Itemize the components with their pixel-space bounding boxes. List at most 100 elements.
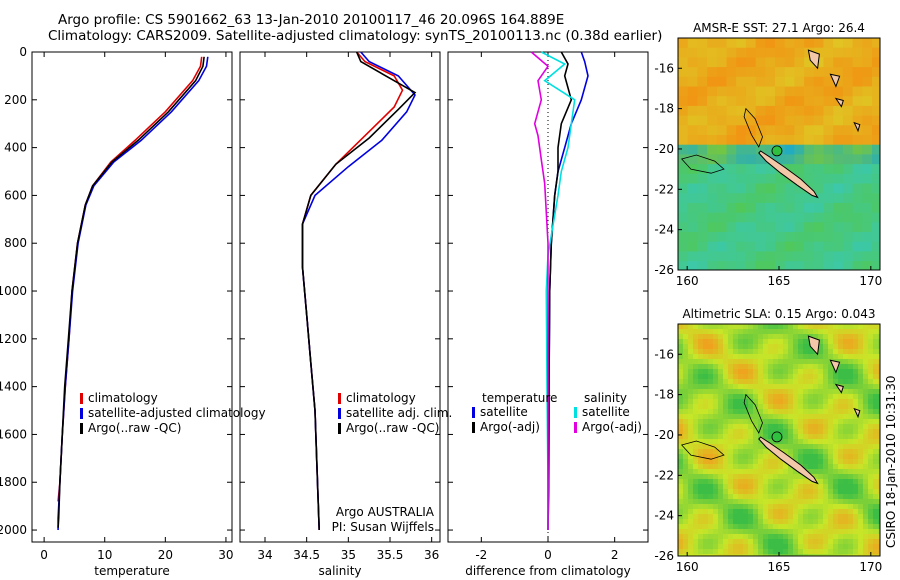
map-cell [828, 419, 834, 425]
map-cell [773, 349, 779, 355]
map-cell [713, 429, 719, 435]
map-cell [678, 474, 684, 480]
map-cell [873, 344, 879, 350]
title-line-2: Climatology: CARS2009. Satellite-adjuste… [48, 28, 663, 44]
map-cell [813, 38, 824, 49]
map-cell [813, 96, 824, 107]
map-cell [788, 334, 794, 340]
legend-title-temperature: temperature [482, 391, 557, 405]
map-cell [838, 419, 844, 425]
map-cell [698, 429, 704, 435]
map-cell [763, 454, 769, 460]
map-cell [783, 339, 789, 345]
map-cell [813, 173, 824, 184]
map-cell [794, 115, 805, 126]
map-cell [783, 359, 789, 365]
map-cell [872, 261, 880, 270]
map-cell [708, 439, 714, 445]
map-cell [873, 449, 879, 455]
map-cell [753, 474, 759, 480]
map-cell [753, 544, 759, 550]
map-cell [773, 519, 779, 525]
map-cell [698, 414, 704, 420]
legend-item-label: Argo(..raw -QC) [346, 421, 439, 435]
map-cell [736, 251, 747, 262]
map-cell [813, 399, 819, 405]
map-cell [788, 344, 794, 350]
map-cell [858, 484, 864, 490]
map-cell [843, 539, 849, 545]
map-cell [683, 329, 689, 335]
map-cell [693, 549, 699, 555]
map-cell [794, 86, 805, 97]
map-cell [707, 57, 718, 68]
map-cell [878, 409, 880, 415]
map-cell [788, 374, 794, 380]
map-cell [843, 454, 849, 460]
annotation-pi: PI: Susan Wijffels [332, 520, 434, 534]
map-cell [868, 389, 874, 395]
map-cell [728, 494, 734, 500]
map-cell [775, 115, 786, 126]
map-cell [743, 349, 749, 355]
map-cell [788, 444, 794, 450]
map-cell [823, 434, 829, 440]
map-cell [838, 544, 844, 550]
map-cell [793, 539, 799, 545]
map-cell [833, 389, 839, 395]
x-tick-label: -2 [475, 548, 487, 562]
map-cell [803, 419, 809, 425]
map-cell [853, 459, 859, 465]
map-cell [783, 434, 789, 440]
map-cell [758, 444, 764, 450]
map-cell [697, 38, 708, 49]
map-cell [755, 183, 766, 194]
map-cell [738, 354, 744, 360]
map-cell [803, 454, 809, 460]
map-cell [726, 125, 737, 136]
map-cell [723, 459, 729, 465]
map-cell [733, 394, 739, 400]
map-cell [707, 144, 718, 155]
map-cell [697, 135, 708, 146]
map-cell [798, 524, 804, 530]
map-cell [813, 544, 819, 550]
map-cell [745, 251, 757, 262]
map-cell [687, 86, 698, 97]
map-cell [818, 354, 824, 360]
map-cell [863, 499, 869, 505]
map-cell [823, 354, 829, 360]
x-tick-label: 35 [341, 548, 356, 562]
map-cell [753, 554, 759, 556]
map-cell [723, 339, 729, 345]
map-cell [678, 154, 689, 165]
map-cell [726, 193, 737, 204]
map-cell [783, 354, 789, 360]
map-cell [697, 232, 708, 243]
map-cell [793, 344, 799, 350]
map-cell [748, 449, 754, 455]
map-cell [842, 144, 854, 155]
map-cell [778, 399, 784, 405]
map-cell [878, 384, 880, 390]
map-cell [793, 494, 799, 500]
map-cell [778, 409, 784, 415]
map-cell [678, 449, 684, 455]
map-cell [803, 389, 809, 395]
map-cell [688, 439, 694, 445]
map-cell [723, 549, 729, 555]
map-cell [838, 479, 844, 485]
map-cell [723, 489, 729, 495]
map-cell [838, 459, 844, 465]
map-cell [678, 399, 684, 405]
map-cell [738, 369, 744, 375]
map-cell [723, 499, 729, 505]
map-cell [738, 409, 744, 415]
map-cell [793, 499, 799, 505]
map-cell [678, 549, 684, 555]
map-cell [693, 524, 699, 530]
map-cell [863, 539, 869, 545]
map-cell [678, 86, 689, 97]
map-cell [818, 369, 824, 375]
map-cell [736, 76, 747, 87]
